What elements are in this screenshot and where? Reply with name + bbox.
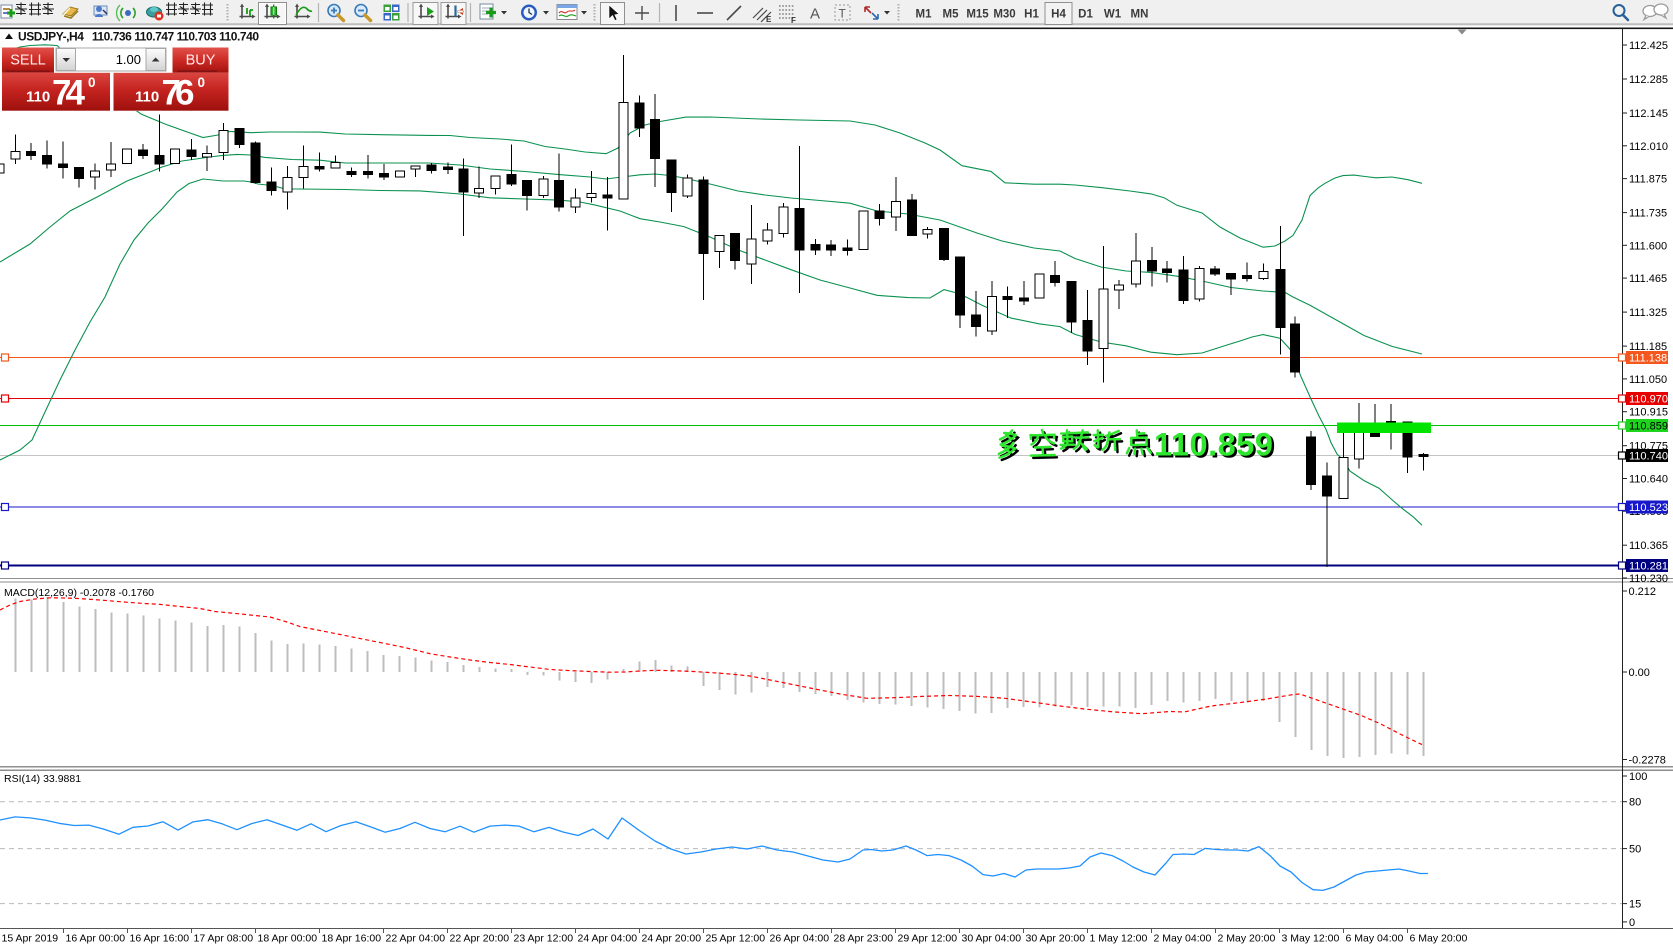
svg-text:80: 80 [1629,797,1641,809]
svg-text:111.465: 111.465 [1629,273,1667,285]
svg-text:15: 15 [1629,899,1641,911]
svg-text:W1: W1 [1104,9,1122,21]
svg-text:-0.2278: -0.2278 [1629,755,1666,767]
svg-text:110.523: 110.523 [1629,502,1668,514]
svg-text:76: 76 [162,74,195,113]
svg-text:112.285: 112.285 [1629,74,1668,86]
svg-text:6 May 20:00: 6 May 20:00 [1410,933,1468,945]
svg-text:RSI(14) 33.9881: RSI(14) 33.9881 [4,773,81,785]
svg-text:0.00: 0.00 [1629,667,1650,679]
svg-text:111.325: 111.325 [1629,307,1667,319]
svg-text:3 May 12:00: 3 May 12:00 [1282,933,1340,945]
svg-text:111.875: 111.875 [1629,174,1667,186]
svg-text:111.735: 111.735 [1629,208,1667,220]
svg-text:111.050: 111.050 [1629,374,1667,386]
svg-text:15 Apr 2019: 15 Apr 2019 [2,933,59,945]
svg-text:0: 0 [198,75,206,90]
svg-text:USDJPY-,H4 110.736 110.747 11: USDJPY-,H4 110.736 110.747 110.703 110.7… [18,30,259,44]
svg-text:16 Apr 16:00: 16 Apr 16:00 [130,933,190,945]
svg-text:16 Apr 00:00: 16 Apr 00:00 [66,933,126,945]
svg-text:2 May 04:00: 2 May 04:00 [1154,933,1212,945]
svg-text:M30: M30 [993,9,1015,21]
svg-text:110.915: 110.915 [1629,407,1668,419]
svg-text:110.859: 110.859 [1154,426,1273,462]
svg-text:110.640: 110.640 [1629,474,1668,486]
svg-text:A: A [810,6,820,23]
svg-text:2 May 20:00: 2 May 20:00 [1218,933,1276,945]
svg-text:110.365: 110.365 [1629,540,1668,552]
svg-text:112.145: 112.145 [1629,108,1668,120]
svg-text:0: 0 [1629,917,1635,929]
svg-text:MN: MN [1131,9,1149,21]
svg-text:M15: M15 [966,9,989,21]
svg-text:110.281: 110.281 [1629,561,1668,573]
svg-text:SELL: SELL [10,53,45,69]
svg-text:T: T [839,7,847,21]
svg-text:112.010: 112.010 [1629,141,1668,153]
svg-text:112.425: 112.425 [1629,40,1668,52]
svg-text:30 Apr 04:00: 30 Apr 04:00 [962,933,1022,945]
svg-text:50: 50 [1629,844,1641,856]
svg-text:110.970: 110.970 [1629,394,1668,406]
svg-text:24 Apr 04:00: 24 Apr 04:00 [578,933,638,945]
svg-text:28 Apr 23:00: 28 Apr 23:00 [834,933,894,945]
svg-text:H1: H1 [1024,9,1039,21]
svg-text:30 Apr 20:00: 30 Apr 20:00 [1026,933,1086,945]
svg-text:111.138: 111.138 [1629,353,1667,365]
svg-text:E: E [766,15,772,24]
svg-text:100: 100 [1629,771,1647,783]
svg-text:110: 110 [135,89,159,106]
svg-text:M5: M5 [943,9,960,21]
svg-text:F: F [791,16,796,25]
svg-text:0.212: 0.212 [1629,586,1657,598]
svg-text:M1: M1 [916,9,933,21]
svg-text:BUY: BUY [186,53,216,69]
svg-text:74: 74 [52,74,86,113]
svg-text:22 Apr 20:00: 22 Apr 20:00 [450,933,510,945]
svg-text:25 Apr 12:00: 25 Apr 12:00 [706,933,766,945]
svg-text:110: 110 [26,89,50,106]
svg-text:18 Apr 16:00: 18 Apr 16:00 [322,933,382,945]
svg-text:1.00: 1.00 [116,52,141,67]
svg-text:111.600: 111.600 [1629,240,1667,252]
svg-text:23 Apr 12:00: 23 Apr 12:00 [514,933,574,945]
svg-text:D1: D1 [1078,9,1093,21]
svg-text:6 May 04:00: 6 May 04:00 [1346,933,1404,945]
svg-text:24 Apr 20:00: 24 Apr 20:00 [642,933,702,945]
svg-text:H4: H4 [1051,9,1066,21]
svg-text:111.185: 111.185 [1629,341,1667,353]
svg-text:26 Apr 04:00: 26 Apr 04:00 [770,933,830,945]
svg-text:1 May 12:00: 1 May 12:00 [1090,933,1148,945]
svg-text:110.859: 110.859 [1156,429,1275,465]
svg-text:110.230: 110.230 [1629,573,1668,585]
svg-text:MACD(12,26,9) -0.2078 -0.1760: MACD(12,26,9) -0.2078 -0.1760 [4,587,154,599]
svg-text:22 Apr 04:00: 22 Apr 04:00 [386,933,446,945]
svg-text:18 Apr 00:00: 18 Apr 00:00 [258,933,318,945]
svg-text:110.740: 110.740 [1629,451,1668,463]
svg-text:17 Apr 08:00: 17 Apr 08:00 [194,933,254,945]
svg-text:29 Apr 12:00: 29 Apr 12:00 [898,933,958,945]
svg-text:110.859: 110.859 [1629,421,1668,433]
svg-text:0: 0 [88,75,96,90]
